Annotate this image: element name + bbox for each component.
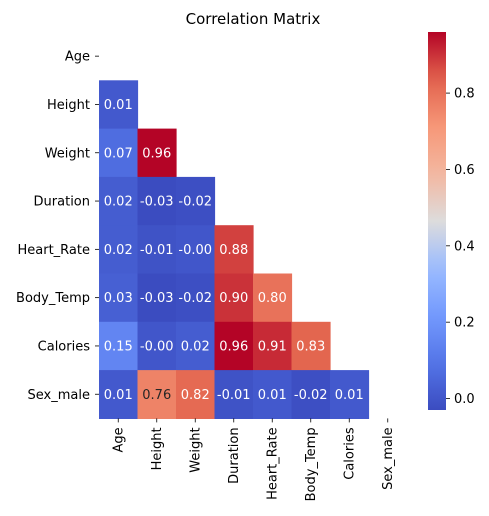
y-tick-label: Body_Temp bbox=[16, 291, 90, 306]
cell-annotation: 0.02 bbox=[181, 339, 210, 354]
cell-annotation: 0.90 bbox=[219, 291, 248, 306]
cell-annotation: 0.91 bbox=[258, 339, 287, 354]
heatmap-cell bbox=[137, 176, 177, 226]
heatmap-cell bbox=[214, 273, 254, 323]
cell-annotation: 0.01 bbox=[258, 388, 287, 403]
heatmap-cell bbox=[253, 321, 293, 371]
cell-annotation: -0.03 bbox=[140, 195, 174, 210]
colorbar-tick-label: 0.4 bbox=[454, 239, 475, 254]
cell-annotation: 0.02 bbox=[104, 243, 133, 258]
cell-annotation: 0.96 bbox=[219, 339, 248, 354]
heatmap-cell bbox=[214, 225, 254, 275]
x-tick-label: Body_Temp bbox=[304, 427, 319, 501]
y-tick-label: Height bbox=[47, 98, 90, 113]
y-tick-label: Weight bbox=[45, 146, 90, 161]
heatmap-cell bbox=[176, 225, 216, 275]
heatmap-cell bbox=[176, 321, 216, 371]
y-tick-label: Duration bbox=[34, 195, 90, 210]
colorbar-gradient bbox=[428, 32, 446, 410]
heatmap-cell bbox=[253, 273, 293, 323]
heatmap-cell bbox=[137, 273, 177, 323]
y-tick-label: Heart_Rate bbox=[18, 243, 91, 258]
heatmap-cell bbox=[330, 370, 370, 419]
x-tick-label: Height bbox=[150, 427, 165, 470]
cell-annotation: -0.02 bbox=[294, 388, 328, 403]
cell-annotation: 0.01 bbox=[335, 388, 364, 403]
x-tick-label: Duration bbox=[227, 427, 242, 483]
y-axis: Age Height Weight Duration Heart_Rate Body_Te… bbox=[16, 50, 99, 403]
x-tick-label: Sex_male bbox=[381, 427, 396, 489]
cell-annotation: -0.01 bbox=[217, 388, 251, 403]
heatmap-cell bbox=[291, 370, 331, 419]
heatmap-cells bbox=[99, 80, 370, 419]
heatmap-cell bbox=[99, 80, 139, 130]
heatmap-cell bbox=[99, 128, 139, 178]
cell-annotation: -0.03 bbox=[140, 291, 174, 306]
colorbar: 0.0 0.2 0.4 0.6 0.8 bbox=[428, 32, 475, 410]
x-tick-label: Age bbox=[112, 427, 127, 452]
cell-annotation: -0.00 bbox=[140, 339, 174, 354]
x-tick-label: Weight bbox=[189, 427, 204, 472]
cell-annotation: 0.88 bbox=[219, 243, 248, 258]
colorbar-tick-label: 0.0 bbox=[454, 392, 475, 407]
heatmap-annotations: 0.01 0.07 0.96 0.02 -0.03 -0.02 0.02 -0.01 -0.00… bbox=[104, 98, 364, 403]
cell-annotation: -0.02 bbox=[178, 291, 212, 306]
chart-title: Correlation Matrix bbox=[186, 10, 321, 28]
cell-annotation: -0.01 bbox=[140, 243, 174, 258]
heatmap-cell bbox=[137, 321, 177, 371]
heatmap-cell bbox=[99, 176, 139, 226]
y-tick-label: Calories bbox=[38, 339, 91, 354]
heatmap-cell bbox=[176, 370, 216, 419]
heatmap-cell bbox=[253, 370, 293, 419]
heatmap-cell bbox=[214, 370, 254, 419]
x-axis: Age Height Weight Duration Heart_Rate Body_Te… bbox=[112, 418, 396, 501]
heatmap-cell bbox=[137, 128, 177, 178]
heatmap-cell bbox=[214, 321, 254, 371]
cell-annotation: 0.07 bbox=[104, 146, 133, 161]
y-tick-label: Sex_male bbox=[28, 388, 90, 403]
heatmap-cell bbox=[291, 321, 331, 371]
heatmap-cell bbox=[137, 370, 177, 419]
y-tick-label: Age bbox=[65, 50, 90, 65]
heatmap-cell bbox=[176, 176, 216, 226]
cell-annotation: 0.03 bbox=[104, 291, 133, 306]
cell-annotation: 0.02 bbox=[104, 195, 133, 210]
heatmap-cell bbox=[99, 321, 139, 371]
colorbar-tick-label: 0.2 bbox=[454, 316, 475, 331]
cell-annotation: 0.76 bbox=[142, 388, 171, 403]
heatmap-cell bbox=[176, 273, 216, 323]
cell-annotation: 0.15 bbox=[104, 339, 133, 354]
heatmap-cell bbox=[99, 273, 139, 323]
colorbar-tick-label: 0.6 bbox=[454, 163, 475, 178]
cell-annotation: 0.96 bbox=[142, 146, 171, 161]
cell-annotation: 0.01 bbox=[104, 98, 133, 113]
heatmap-cell bbox=[137, 225, 177, 275]
cell-annotation: 0.83 bbox=[296, 339, 325, 354]
heatmap-cell bbox=[99, 225, 139, 275]
cell-annotation: 0.80 bbox=[258, 291, 287, 306]
cell-annotation: -0.00 bbox=[178, 243, 212, 258]
cell-annotation: 0.82 bbox=[181, 388, 210, 403]
cell-annotation: 0.01 bbox=[104, 388, 133, 403]
x-tick-label: Calories bbox=[343, 427, 358, 480]
heatmap-cell bbox=[99, 370, 139, 419]
colorbar-tick-label: 0.8 bbox=[454, 87, 475, 102]
x-tick-label: Heart_Rate bbox=[266, 427, 281, 500]
cell-annotation: -0.02 bbox=[178, 195, 212, 210]
